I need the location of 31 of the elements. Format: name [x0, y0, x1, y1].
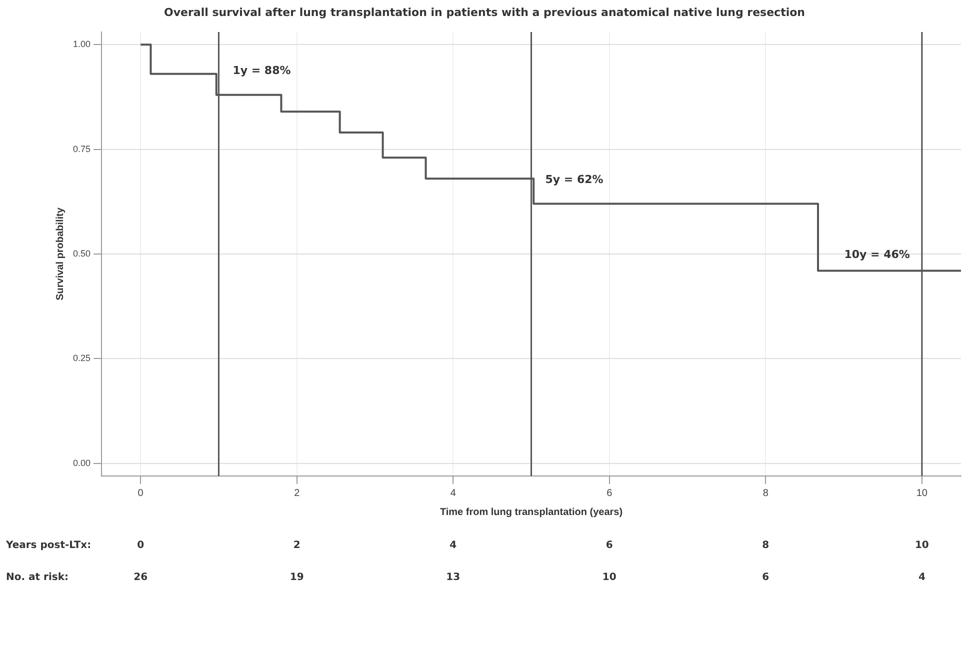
- text: 4: [450, 488, 456, 499]
- annotation: 10y = 46%: [844, 248, 910, 262]
- x-tick-label: 2: [293, 540, 300, 551]
- chart-title: Overall survival after lung transplantation in patients with a previous anatomical native lung resection: [163, 6, 806, 19]
- y-tick-label: 0.25: [72, 353, 91, 364]
- x-tick-label: 0: [137, 540, 144, 551]
- y-tick-label: 0.00: [72, 458, 91, 468]
- annotation: 1y = 88%: [232, 64, 291, 78]
- text: 8: [762, 488, 769, 499]
- x-tick-label: 6: [606, 540, 613, 551]
- text: 4: [918, 572, 926, 583]
- y-tick-label: 0.50: [72, 248, 91, 258]
- x-axis-title: Time from lung transplantation (years): [440, 506, 623, 518]
- text: 26: [134, 572, 148, 583]
- y-tick-label: 0.75: [72, 144, 91, 154]
- text: 19: [290, 572, 304, 583]
- y-tick-label: 1.00: [72, 39, 91, 50]
- text: 10: [916, 488, 928, 499]
- text: 6: [762, 572, 770, 583]
- y-axis-title: Survival probability: [54, 207, 66, 300]
- text: 0: [138, 488, 144, 499]
- text: Years post-LTx:: [6, 540, 92, 551]
- text: 10: [602, 572, 616, 583]
- x-tick-label: 4: [450, 540, 457, 551]
- text: No. at risk:: [6, 572, 68, 583]
- x-tick-label: 8: [762, 540, 770, 551]
- annotation: 5y = 62%: [545, 173, 604, 186]
- x-tick-label: 10: [914, 540, 929, 551]
- text: 2: [294, 488, 300, 499]
- text: 13: [446, 572, 460, 583]
- text: 6: [606, 488, 613, 499]
